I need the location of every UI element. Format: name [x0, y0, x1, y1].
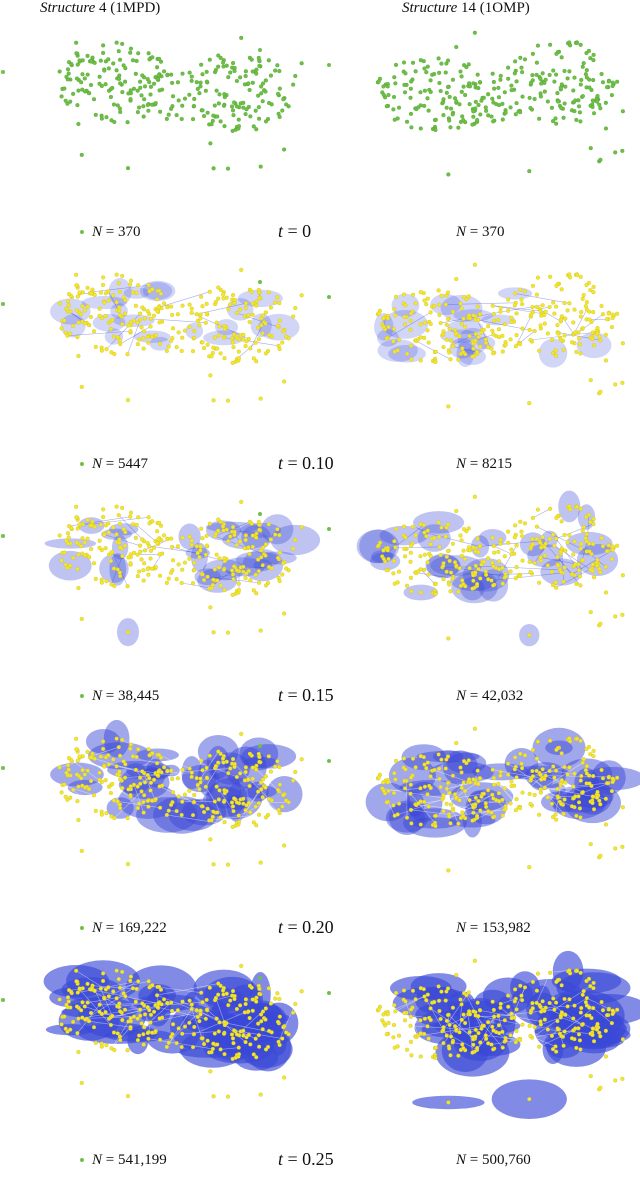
- header-rest: 14 (1OMP): [457, 0, 530, 16]
- marker-dot: [258, 48, 262, 52]
- time-label: t = 0: [278, 221, 311, 242]
- header-rest: 4 (1MPD): [95, 0, 160, 16]
- symbol: N: [456, 456, 466, 472]
- network-plot-svg: [345, 20, 640, 220]
- structure-14-network-plot: [345, 948, 640, 1148]
- value: = 0.15: [283, 685, 334, 705]
- marker-dot: [1, 534, 5, 538]
- network-plot-svg: [28, 20, 328, 220]
- marker-dot: [327, 991, 331, 995]
- time-step-row: N = 169,222 t = 0.20 N = 153,982: [0, 716, 640, 950]
- header-italic: Structure: [40, 0, 95, 16]
- node-count-left: N = 169,222: [92, 920, 167, 937]
- marker-dot: [80, 694, 84, 698]
- value: = 0.25: [283, 1149, 334, 1169]
- marker-dot: [1, 766, 5, 770]
- value: = 370: [466, 224, 504, 240]
- time-step-row: N = 370 t = 0 N = 370: [0, 20, 640, 254]
- value: = 541,199: [102, 1152, 167, 1168]
- value: = 5447: [102, 456, 148, 472]
- node-count-right: N = 8215: [456, 456, 512, 473]
- marker-dot: [80, 1158, 84, 1162]
- node-count-right: N = 500,760: [456, 1152, 531, 1169]
- node-count-right: N = 153,982: [456, 920, 531, 937]
- node-count-right: N = 370: [456, 224, 504, 241]
- marker-dot: [1, 70, 5, 74]
- marker-dot: [80, 230, 84, 234]
- time-step-row: N = 38,445 t = 0.15 N = 42,032: [0, 484, 640, 718]
- marker-dot: [1, 302, 5, 306]
- value: = 169,222: [102, 920, 167, 936]
- value: = 8215: [466, 456, 512, 472]
- network-plot-svg: [345, 716, 640, 916]
- time-label: t = 0.15: [278, 685, 334, 706]
- time-label: t = 0.25: [278, 1149, 334, 1170]
- symbol: N: [92, 456, 102, 472]
- symbol: N: [456, 1152, 466, 1168]
- structure-4-network-plot: [28, 948, 328, 1148]
- node-count-left: N = 38,445: [92, 688, 159, 705]
- structure-14-network-plot: [345, 484, 640, 684]
- marker-dot: [327, 295, 331, 299]
- value: = 0.10: [283, 453, 334, 473]
- marker-dot: [258, 976, 262, 980]
- marker-dot: [327, 759, 331, 763]
- marker-dot: [258, 512, 262, 516]
- marker-dot: [1, 998, 5, 1002]
- structure-14-network-plot: [345, 20, 640, 220]
- value: = 42,032: [466, 688, 523, 704]
- marker-dot: [258, 280, 262, 284]
- value: = 153,982: [466, 920, 531, 936]
- network-plot-svg: [28, 484, 328, 684]
- structure-14-network-plot: [345, 252, 640, 452]
- symbol: N: [92, 688, 102, 704]
- edge-density-haze: [374, 287, 611, 367]
- time-step-row: N = 541,199 t = 0.25 N = 500,760: [0, 948, 640, 1182]
- time-label: t = 0.10: [278, 453, 334, 474]
- structure-4-network-plot: [28, 716, 328, 916]
- symbol: N: [92, 920, 102, 936]
- value: = 0: [283, 221, 311, 241]
- structure-4-network-plot: [28, 252, 328, 452]
- network-plot-svg: [345, 252, 640, 452]
- marker-dot: [80, 462, 84, 466]
- structure-4-network-plot: [28, 20, 328, 220]
- value: = 500,760: [466, 1152, 531, 1168]
- node-points: [376, 31, 625, 176]
- value: = 370: [102, 224, 140, 240]
- node-count-left: N = 541,199: [92, 1152, 167, 1169]
- value: = 38,445: [102, 688, 159, 704]
- header-structure-4: Structure 4 (1MPD): [40, 0, 160, 17]
- structure-14-network-plot: [345, 716, 640, 916]
- network-plot-svg: [28, 716, 328, 916]
- node-points: [58, 36, 304, 171]
- network-plot-svg: [345, 484, 640, 684]
- marker-dot: [80, 926, 84, 930]
- marker-dot: [327, 63, 331, 67]
- time-label: t = 0.20: [278, 917, 334, 938]
- network-plot-svg: [28, 252, 328, 452]
- symbol: N: [92, 224, 102, 240]
- time-step-row: N = 5447 t = 0.10 N = 8215: [0, 252, 640, 486]
- marker-dot: [258, 744, 262, 748]
- network-plot-svg: [345, 948, 640, 1148]
- symbol: N: [456, 688, 466, 704]
- structure-4-network-plot: [28, 484, 328, 684]
- symbol: N: [92, 1152, 102, 1168]
- node-count-left: N = 5447: [92, 456, 148, 473]
- value: = 0.20: [283, 917, 334, 937]
- header-italic: Structure: [402, 0, 457, 16]
- symbol: N: [456, 920, 466, 936]
- node-count-right: N = 42,032: [456, 688, 523, 705]
- node-count-left: N = 370: [92, 224, 140, 241]
- network-plot-svg: [28, 948, 328, 1148]
- symbol: N: [456, 224, 466, 240]
- marker-dot: [327, 527, 331, 531]
- header-structure-14: Structure 14 (1OMP): [402, 0, 530, 17]
